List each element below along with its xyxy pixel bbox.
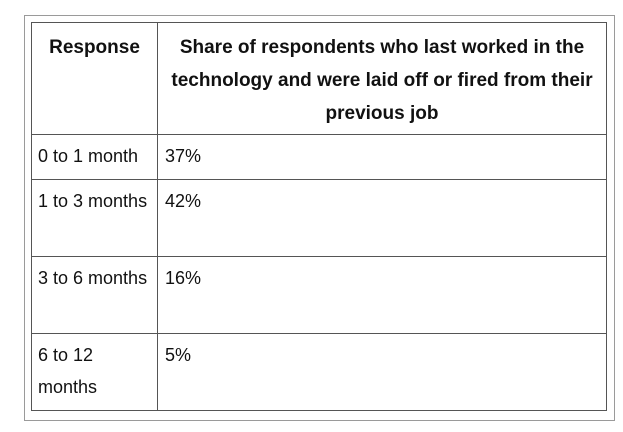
header-row: Response Share of respondents who last w… bbox=[31, 22, 607, 135]
share-cell: 42% bbox=[157, 179, 607, 257]
table-frame bbox=[24, 15, 615, 421]
column-header-response: Response bbox=[31, 22, 158, 135]
table-row: 0 to 1 month 37% bbox=[31, 134, 607, 180]
response-cell: 0 to 1 month bbox=[31, 134, 158, 180]
share-cell: 5% bbox=[157, 333, 607, 411]
share-cell: 37% bbox=[157, 134, 607, 180]
column-header-share: Share of respondents who last worked in … bbox=[157, 22, 607, 135]
table-row: 3 to 6 months 16% bbox=[31, 256, 607, 334]
share-cell: 16% bbox=[157, 256, 607, 334]
table-row: 1 to 3 months 42% bbox=[31, 179, 607, 257]
response-cell: 3 to 6 months bbox=[31, 256, 158, 334]
response-cell: 1 to 3 months bbox=[31, 179, 158, 257]
response-cell: 6 to 12 months bbox=[31, 333, 158, 411]
data-table: Response Share of respondents who last w… bbox=[31, 22, 607, 411]
table-row: 6 to 12 months 5% bbox=[31, 333, 607, 411]
